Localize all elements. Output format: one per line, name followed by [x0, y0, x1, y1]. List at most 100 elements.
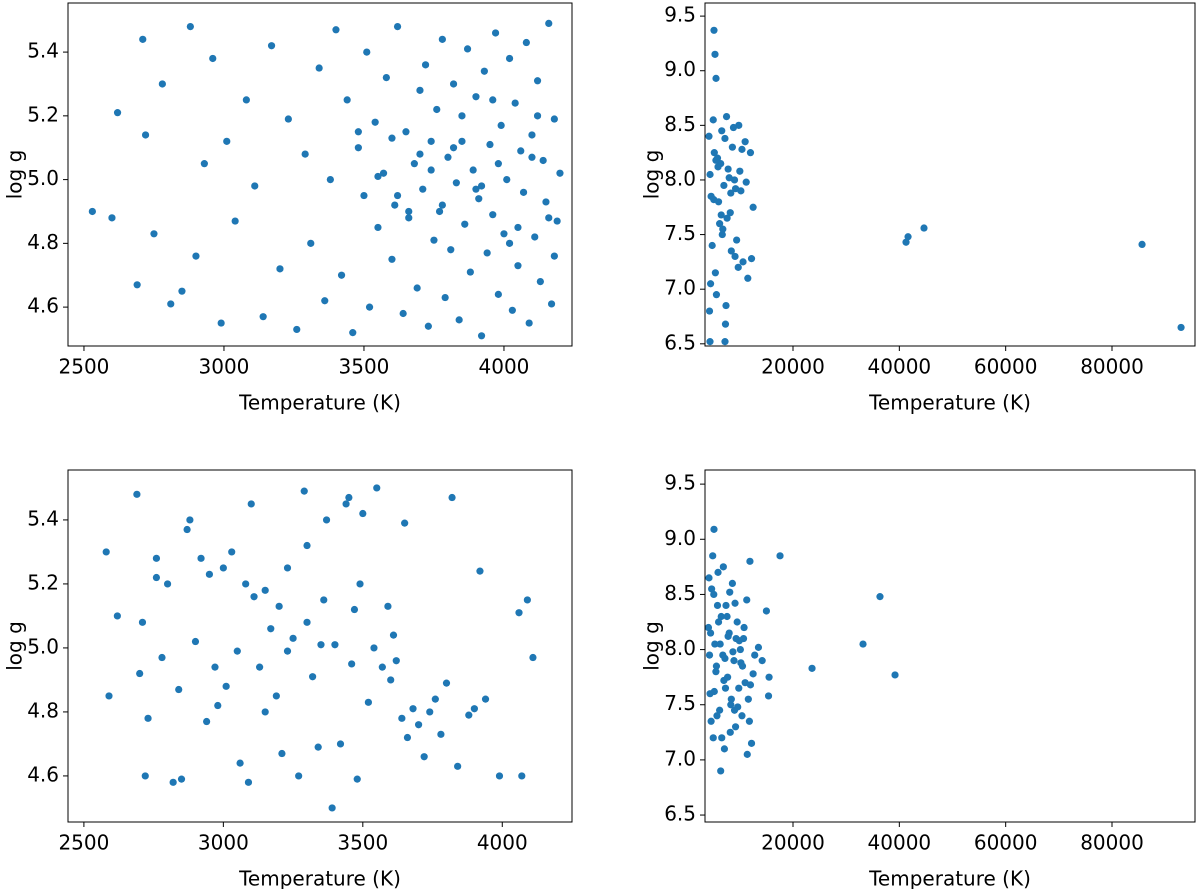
point [722, 601, 730, 610]
point [321, 297, 329, 305]
point [747, 739, 756, 747]
point [709, 734, 717, 742]
point [444, 153, 452, 161]
point [705, 651, 714, 659]
point [550, 252, 558, 260]
point [356, 580, 364, 588]
point [765, 673, 773, 681]
point [728, 143, 736, 151]
point [744, 695, 752, 703]
point [244, 778, 253, 786]
point [736, 167, 744, 175]
point [508, 306, 516, 314]
point [328, 804, 336, 812]
point [437, 730, 445, 738]
point [727, 695, 735, 703]
point [738, 145, 746, 153]
point [401, 519, 409, 527]
point [522, 38, 530, 47]
point [320, 596, 328, 604]
point [431, 695, 439, 703]
point [388, 255, 396, 263]
point [529, 653, 537, 662]
point [706, 170, 714, 179]
point [448, 493, 456, 502]
point [729, 123, 738, 132]
point [747, 255, 756, 263]
point [337, 271, 346, 279]
y-tick-label: 5.4 [27, 506, 59, 530]
y-tick-label: 6.5 [664, 330, 696, 354]
point [718, 734, 726, 742]
point [382, 73, 390, 82]
point [152, 554, 161, 562]
point [163, 580, 172, 588]
point [300, 487, 308, 495]
point [731, 252, 739, 261]
point [427, 137, 435, 145]
point [169, 778, 177, 786]
x-tick-label: 2500 [59, 355, 110, 379]
y-tick-label: 9.0 [664, 57, 696, 81]
point [152, 573, 161, 582]
point [722, 301, 730, 310]
point [545, 19, 553, 28]
point [1138, 240, 1146, 249]
point [309, 673, 317, 681]
x-tick-label: 20000 [761, 831, 825, 855]
x-tick-label: 4000 [479, 355, 530, 379]
point [1177, 323, 1185, 332]
point [384, 602, 392, 610]
point [553, 217, 561, 225]
point [542, 198, 550, 206]
point [495, 772, 504, 780]
point [458, 112, 466, 120]
y-axis-label: log g [3, 150, 27, 200]
point [447, 246, 455, 254]
point [374, 172, 382, 181]
point [741, 138, 749, 146]
point [743, 750, 751, 758]
point [714, 618, 723, 626]
point [438, 35, 446, 43]
point [373, 484, 381, 492]
y-tick-label: 5.2 [27, 570, 59, 594]
point [706, 280, 715, 288]
x-tick-label: 40000 [868, 355, 932, 379]
point [556, 169, 564, 177]
point [709, 552, 717, 560]
point [138, 618, 147, 626]
point [706, 338, 714, 346]
x-axis-label: Temperature (K) [868, 867, 1031, 889]
y-tick-label: 7.5 [664, 691, 696, 715]
point [192, 252, 200, 260]
point [902, 238, 910, 246]
point [710, 687, 718, 696]
point [354, 128, 362, 136]
point [113, 109, 122, 117]
point [175, 685, 183, 694]
point [442, 679, 451, 687]
point [88, 207, 96, 216]
point [379, 169, 388, 177]
point [272, 692, 280, 700]
point [424, 322, 432, 330]
x-tick-label: 60000 [974, 831, 1038, 855]
point [275, 602, 283, 610]
point [891, 671, 899, 679]
point [476, 567, 484, 575]
point [721, 654, 729, 663]
point [354, 144, 362, 152]
point [267, 625, 275, 633]
point [158, 80, 166, 88]
point [317, 641, 325, 649]
point [454, 762, 462, 770]
point [139, 35, 147, 43]
y-tick-label: 9.5 [664, 3, 696, 27]
point [533, 77, 542, 85]
point [102, 548, 110, 556]
point [402, 128, 410, 136]
point [455, 316, 463, 324]
point [108, 214, 116, 222]
point [904, 233, 912, 241]
